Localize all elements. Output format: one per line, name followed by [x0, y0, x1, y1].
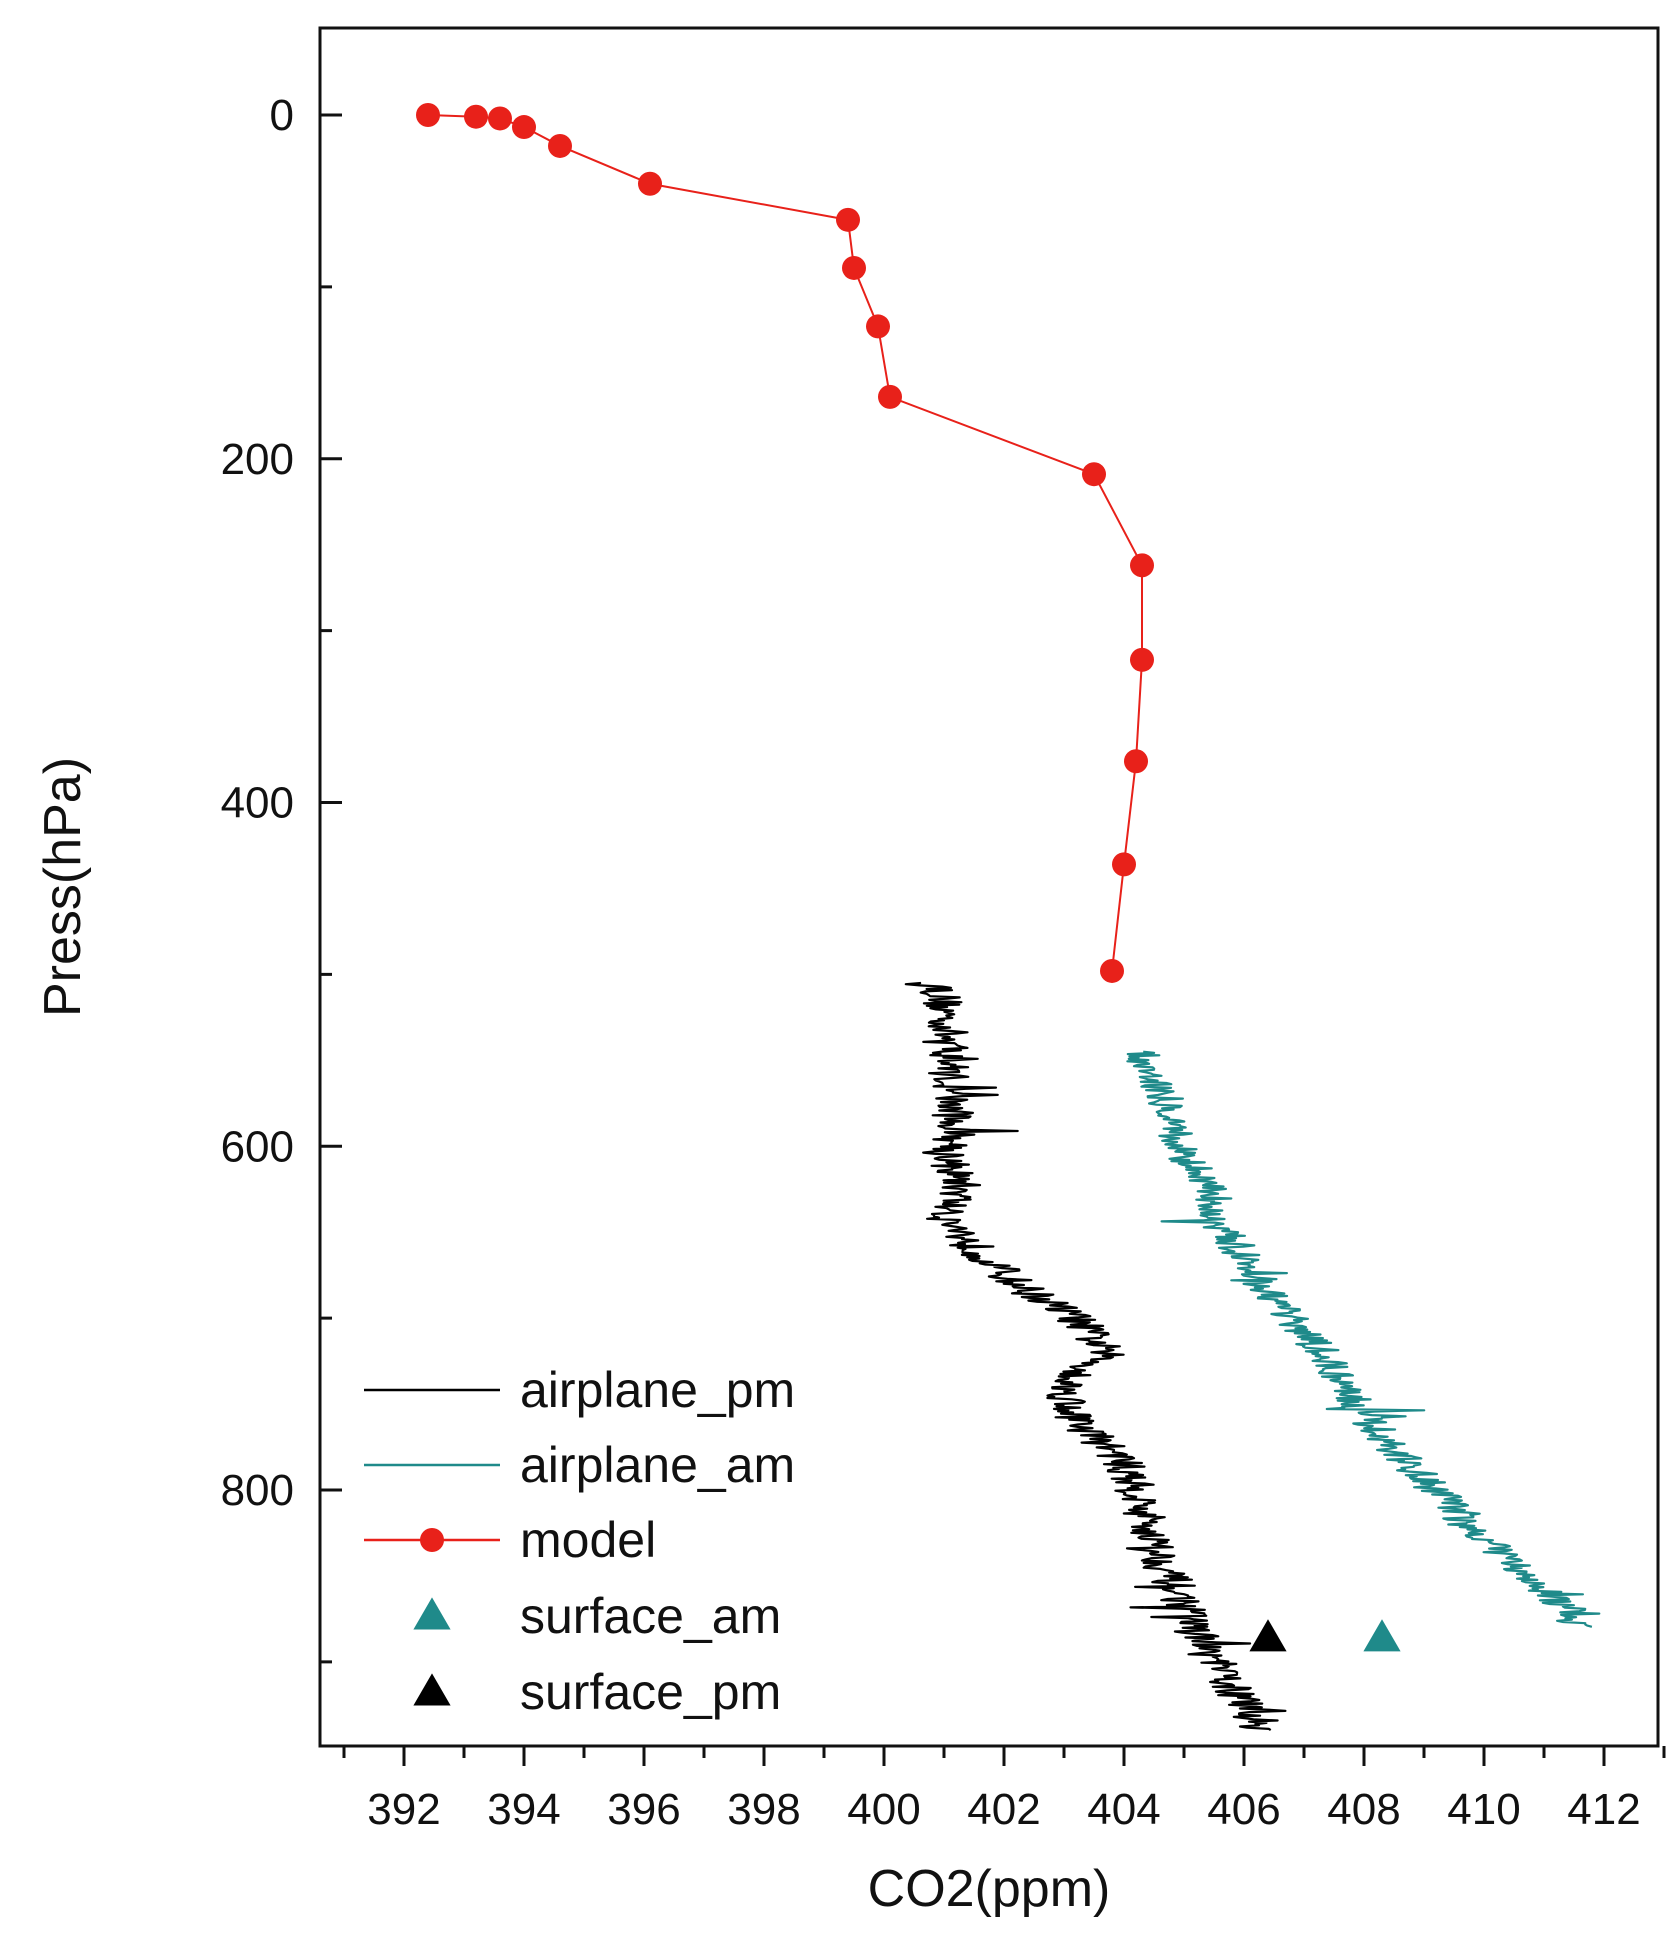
y-axis-title: Press(hPa) [34, 757, 92, 1017]
x-tick-label: 396 [607, 1785, 680, 1834]
model-point [464, 104, 488, 129]
x-tick-label: 392 [367, 1785, 440, 1834]
y-axis-ticks: 0 200 400 600 800 [221, 91, 342, 1664]
series-line [1126, 1050, 1601, 1628]
y-tick-label: 400 [221, 779, 294, 828]
plot-frame [318, 26, 1660, 1748]
model-line [427, 114, 1143, 972]
surface-point [1249, 1619, 1287, 1652]
legend-label: model [520, 1512, 656, 1568]
x-tick-label: 402 [967, 1785, 1040, 1834]
model-point [488, 106, 512, 131]
model-point [416, 103, 440, 127]
legend-label: airplane_am [520, 1437, 795, 1493]
x-tick-label: 400 [847, 1785, 920, 1834]
model-point [836, 207, 860, 232]
series-surface [1249, 1619, 1401, 1652]
x-tick-label: 412 [1567, 1785, 1640, 1834]
y-tick-label: 800 [221, 1466, 294, 1515]
x-tick-label: 394 [487, 1785, 560, 1834]
y-tick-label: 0 [270, 91, 294, 140]
model-point [512, 115, 536, 140]
y-tick-label: 600 [221, 1122, 294, 1171]
x-tick-label: 398 [727, 1785, 800, 1834]
series-airplane-pm [904, 981, 1287, 1732]
model-point [1130, 647, 1154, 672]
model-point [1112, 852, 1136, 877]
model-point [1130, 553, 1154, 578]
surface-point [1363, 1619, 1401, 1652]
model-point [548, 133, 572, 158]
legend-circle-marker [420, 1528, 444, 1552]
series-model [416, 103, 1154, 983]
x-tick-label: 406 [1207, 1785, 1280, 1834]
x-axis-title: CO2(ppm) [868, 1860, 1111, 1918]
model-point [842, 255, 866, 280]
x-tick-label: 404 [1087, 1785, 1160, 1834]
series-airplane-am [1126, 1050, 1601, 1628]
model-point [878, 384, 902, 409]
x-tick-label: 408 [1327, 1785, 1400, 1834]
legend-label: surface_am [520, 1588, 781, 1644]
legend-triangle-marker [413, 1673, 451, 1706]
model-point [638, 171, 662, 196]
legend-triangle-marker [413, 1597, 451, 1630]
legend-label: airplane_pm [520, 1362, 795, 1418]
y-tick-label: 200 [221, 435, 294, 484]
x-axis-ticks: 392 394 396 398 400 402 404 406 408 410 412 [342, 1746, 1666, 1834]
model-point [1082, 462, 1106, 487]
model-point [866, 314, 890, 339]
series-line [904, 981, 1287, 1732]
legend-label: surface_pm [520, 1664, 781, 1720]
x-tick-label: 410 [1447, 1785, 1520, 1834]
model-point [1124, 749, 1148, 774]
model-point [1100, 958, 1124, 983]
